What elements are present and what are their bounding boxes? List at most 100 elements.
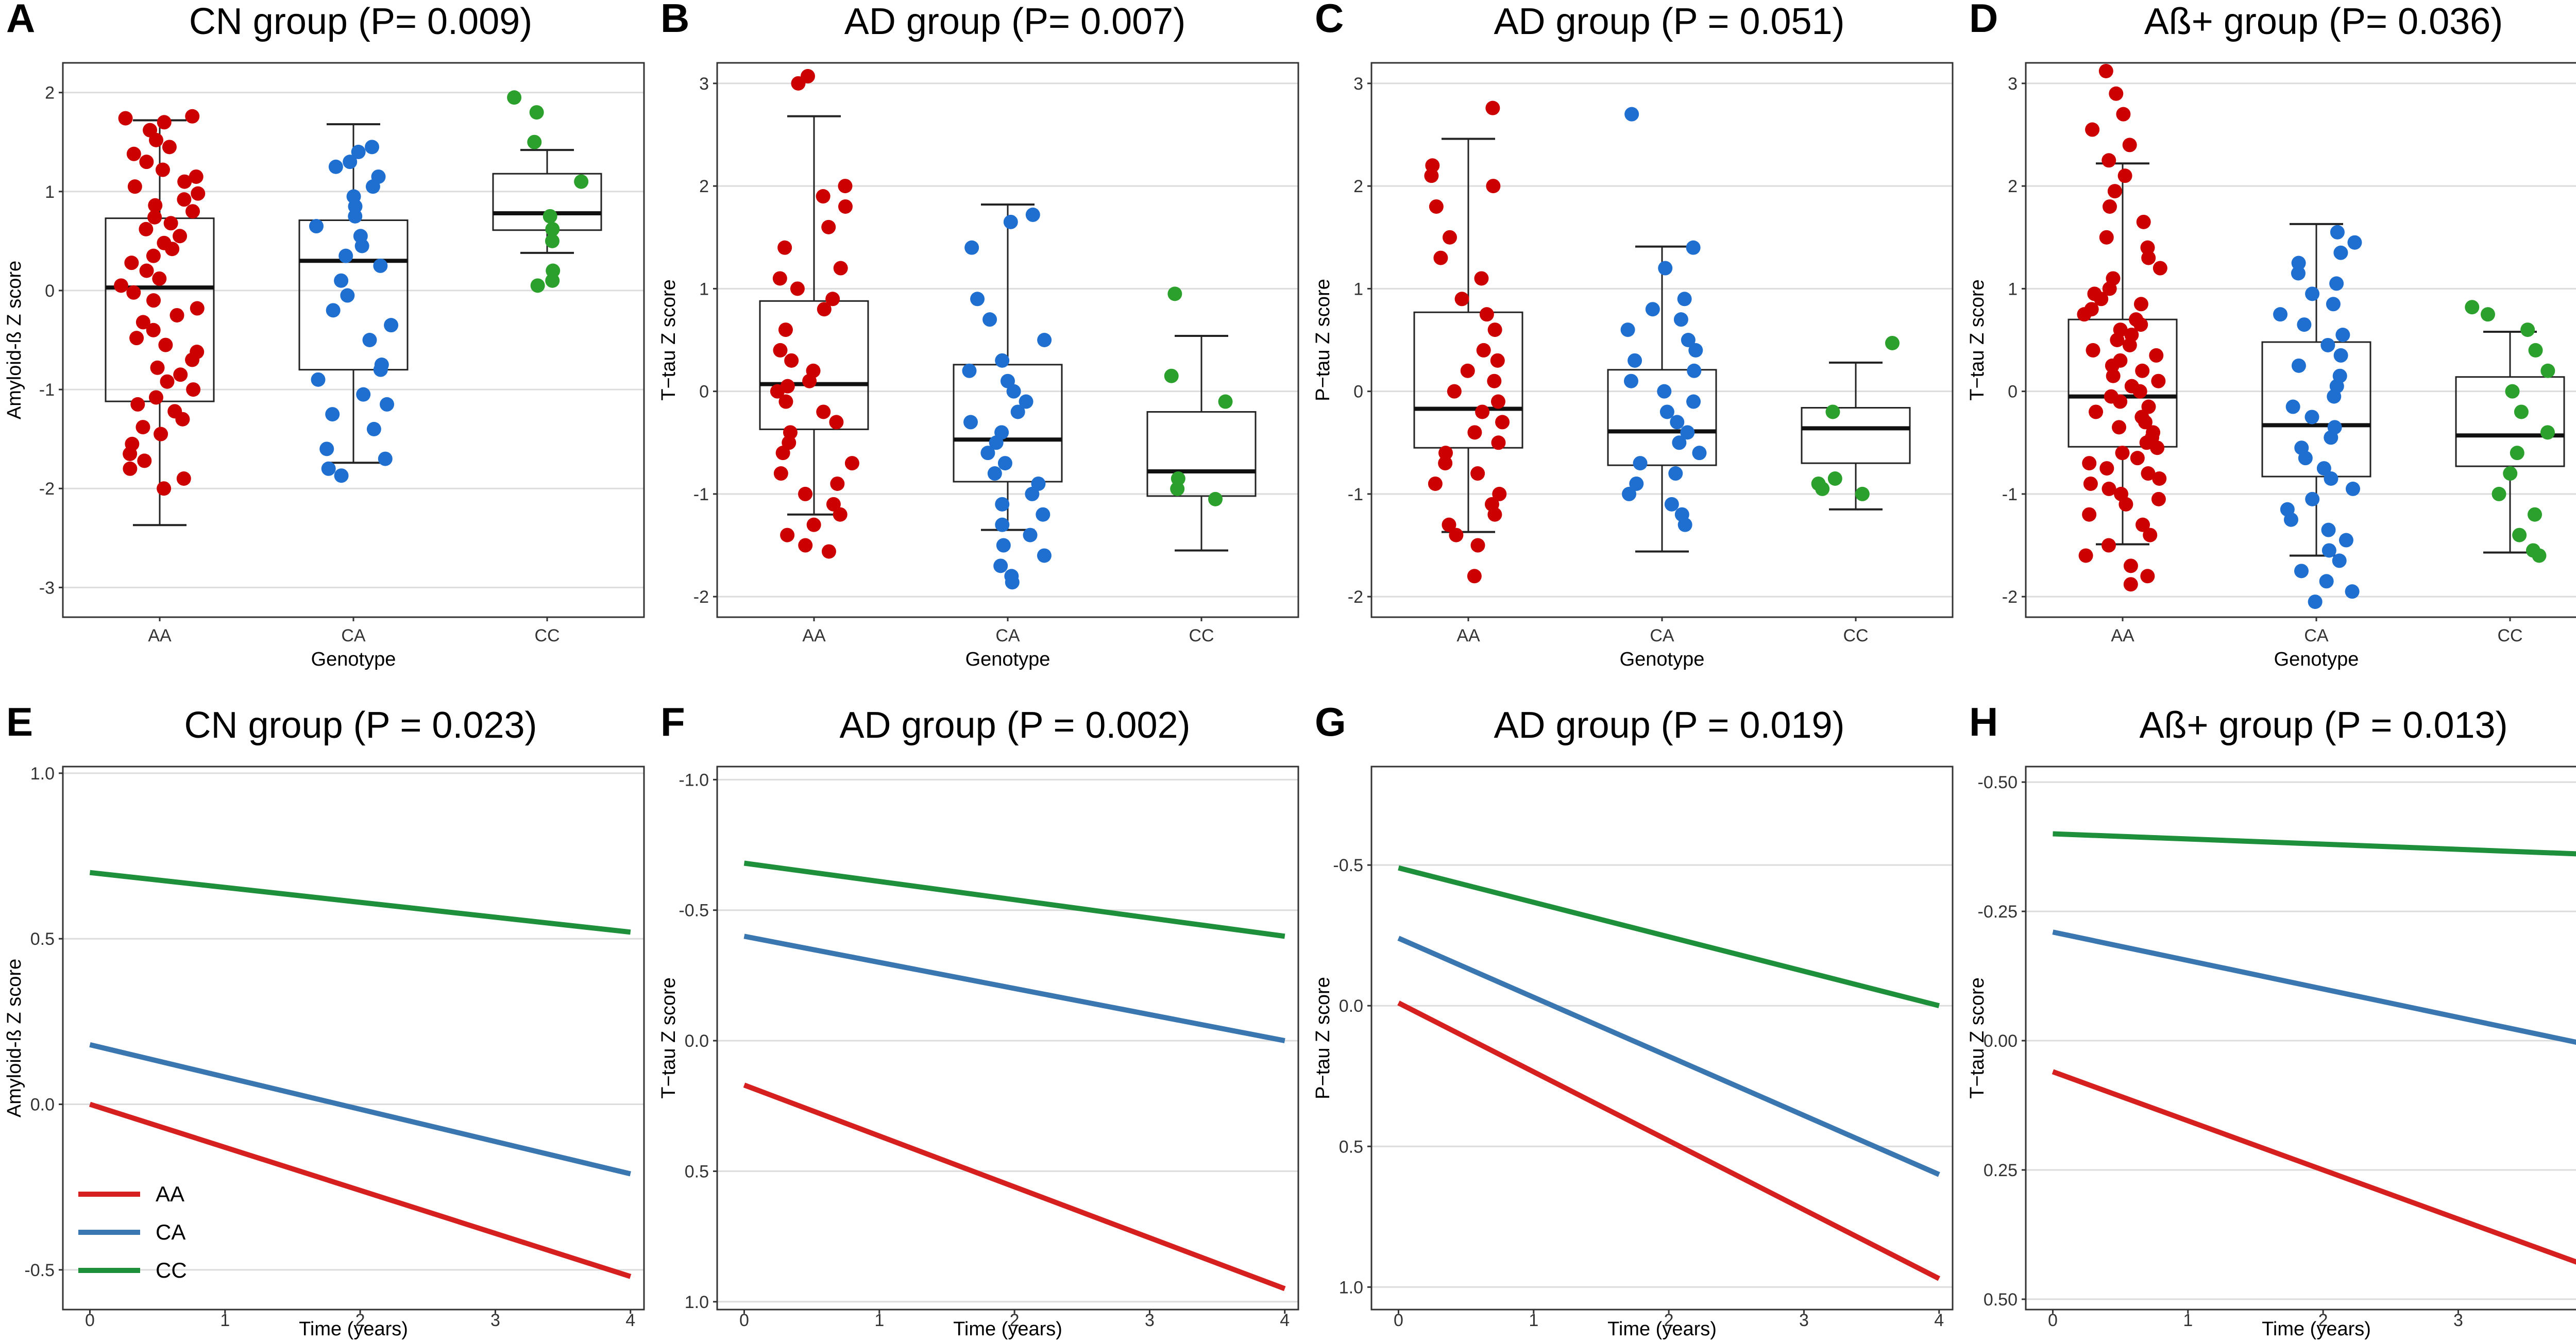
data-point-aa xyxy=(2099,461,2114,476)
data-point-ca xyxy=(1686,394,1701,409)
data-point-cc xyxy=(1815,481,1830,496)
y-tick-label: 0.0 xyxy=(30,1095,55,1115)
data-point-aa xyxy=(1474,271,1489,286)
data-point-ca xyxy=(1023,528,1038,542)
data-point-ca xyxy=(2308,595,2323,609)
data-point-ca xyxy=(964,240,979,255)
data-point-ca xyxy=(343,155,358,169)
panel-title: Aß+ group (P = 0.013) xyxy=(2139,705,2507,746)
data-point-aa xyxy=(146,322,161,337)
data-point-aa xyxy=(118,111,133,126)
data-point-aa xyxy=(185,109,200,124)
data-point-cc xyxy=(507,90,522,105)
data-point-cc xyxy=(2480,307,2495,322)
series-line-ca xyxy=(743,933,1285,1043)
data-point-cc xyxy=(2528,507,2543,522)
data-point-cc xyxy=(2503,466,2518,481)
y-tick-label: -0.50 xyxy=(1978,773,2018,792)
data-point-aa xyxy=(126,146,141,161)
y-tick-label: 0.0 xyxy=(1339,996,1363,1016)
data-point-ca xyxy=(2298,451,2313,466)
y-tick-label: 0.50 xyxy=(1984,1290,2018,1310)
data-point-cc xyxy=(2492,486,2506,501)
plot-frame xyxy=(2025,766,2576,1311)
data-point-ca xyxy=(373,362,388,377)
data-point-aa xyxy=(158,337,173,352)
x-tick-label: AA xyxy=(802,626,826,646)
data-point-aa xyxy=(2077,307,2092,322)
plot-frame xyxy=(716,766,1299,1311)
data-point-aa xyxy=(2143,528,2158,542)
data-point-aa xyxy=(1424,168,1439,183)
series-line-aa xyxy=(2052,1069,2576,1265)
y-tick-label: -0.5 xyxy=(1333,856,1363,875)
data-point-aa xyxy=(773,343,788,358)
y-tick-label: 3 xyxy=(2008,74,2018,94)
y-tick-label: 3 xyxy=(699,74,709,94)
x-axis-label: Genotype xyxy=(2274,649,2359,670)
panel-d: D Aß+ group (P= 0.036) -2 -1 0 1 2 3 T−tau Z sco… xyxy=(1967,0,2576,670)
data-point-aa xyxy=(1491,435,1506,450)
data-point-ca xyxy=(1645,302,1660,317)
y-tick-label: 2 xyxy=(2008,177,2018,196)
data-point-ca xyxy=(2305,491,2320,506)
data-point-aa xyxy=(821,544,836,559)
x-tick-label: AA xyxy=(1456,626,1480,646)
legend-label-ca: CA xyxy=(156,1220,185,1244)
data-point-ca xyxy=(995,353,1010,368)
data-point-ca xyxy=(993,558,1008,573)
x-tick-label: 1 xyxy=(220,1311,230,1330)
x-tick-label: 4 xyxy=(1934,1311,1944,1330)
data-point-aa xyxy=(826,497,841,512)
data-point-ca xyxy=(1623,374,1638,388)
data-point-aa xyxy=(190,301,205,316)
series-line-ca xyxy=(2052,929,2576,1045)
data-point-ca xyxy=(1005,575,1020,590)
data-point-ca xyxy=(980,446,995,461)
panel-c: C AD group (P = 0.051) -2 -1 0 1 2 3 P−tau Z sco… xyxy=(1312,0,1954,670)
data-point-ca xyxy=(1025,486,1040,501)
y-tick-label: -1.0 xyxy=(679,770,709,790)
data-point-ca xyxy=(319,442,334,456)
data-point-ca xyxy=(2330,225,2345,240)
data-point-aa xyxy=(833,261,848,276)
series-line-cc xyxy=(743,860,1285,939)
data-point-ca xyxy=(2345,481,2360,496)
data-point-aa xyxy=(2135,363,2150,378)
data-point-aa xyxy=(838,199,853,214)
data-point-ca xyxy=(1633,456,1648,471)
plot-frame xyxy=(62,766,645,1311)
x-tick-label: 2 xyxy=(355,1311,365,1330)
data-point-aa xyxy=(1454,292,1469,307)
y-tick-label: 1 xyxy=(45,182,55,202)
data-point-ca xyxy=(989,435,1004,450)
y-tick-label: -2 xyxy=(693,587,709,607)
data-point-aa xyxy=(1467,569,1482,584)
data-point-ca xyxy=(1003,214,1018,229)
data-point-cc xyxy=(2540,425,2555,440)
data-point-aa xyxy=(139,222,154,236)
data-point-aa xyxy=(2086,343,2100,358)
data-point-ca xyxy=(1677,517,1692,532)
box-ca xyxy=(298,123,409,464)
data-point-ca xyxy=(970,292,985,307)
data-point-aa xyxy=(163,216,178,231)
data-point-aa xyxy=(185,204,200,219)
box-cc xyxy=(1801,361,1911,511)
data-point-aa xyxy=(1495,415,1510,430)
data-point-ca xyxy=(1681,333,1696,347)
data-point-ca xyxy=(996,538,1011,553)
data-point-aa xyxy=(2078,548,2093,563)
data-point-ca xyxy=(2319,574,2334,589)
data-point-ca xyxy=(1658,261,1673,276)
data-point-ca xyxy=(2332,553,2347,568)
box-cc xyxy=(1146,335,1257,552)
data-point-aa xyxy=(2132,384,2147,399)
data-point-aa xyxy=(833,507,848,522)
data-point-aa xyxy=(770,384,785,399)
y-tick-label: 0.0 xyxy=(685,1031,709,1051)
data-point-ca xyxy=(2333,245,2348,260)
series-line-cc xyxy=(89,870,631,935)
data-point-aa xyxy=(2122,337,2137,352)
data-point-aa xyxy=(139,155,154,169)
